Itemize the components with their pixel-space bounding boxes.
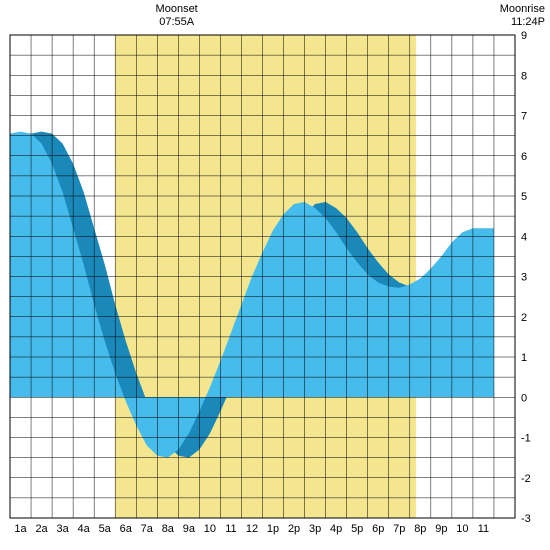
x-tick-label: 11 — [225, 523, 236, 535]
x-tick-label: 4p — [330, 523, 342, 535]
x-tick-label: 1p — [267, 523, 279, 535]
x-tick-label: 11 — [478, 523, 489, 535]
moonrise-time: 11:24P — [511, 16, 545, 28]
y-tick-label: -2 — [521, 473, 531, 485]
y-tick-label: 8 — [521, 70, 527, 82]
y-tick-label: 2 — [521, 312, 527, 324]
x-tick-label: 1a — [14, 523, 27, 535]
y-tick-label: 7 — [521, 111, 527, 123]
tide-chart: -3-2-101234567891a2a3a4a5a6a7a8a9a101112… — [0, 0, 550, 550]
y-tick-label: 4 — [521, 231, 527, 243]
x-tick-label: 10 — [204, 523, 216, 535]
x-tick-label: 8a — [162, 523, 175, 535]
x-tick-label: 9p — [435, 523, 447, 535]
y-tick-label: -3 — [521, 513, 531, 525]
x-tick-label: 9a — [183, 523, 196, 535]
y-tick-label: 0 — [521, 392, 527, 404]
moonrise-title: Moonrise — [500, 3, 545, 15]
x-tick-label: 7p — [393, 523, 405, 535]
y-tick-label: 6 — [521, 151, 527, 163]
y-tick-label: 3 — [521, 272, 527, 284]
chart-svg: -3-2-101234567891a2a3a4a5a6a7a8a9a101112… — [0, 0, 550, 550]
x-tick-label: 10 — [456, 523, 468, 535]
x-tick-label: 2p — [288, 523, 300, 535]
x-tick-label: 12 — [246, 523, 258, 535]
x-tick-label: 3p — [309, 523, 321, 535]
y-tick-label: 1 — [521, 352, 527, 364]
y-tick-label: 9 — [521, 30, 527, 42]
x-tick-label: 7a — [141, 523, 154, 535]
y-tick-label: 5 — [521, 191, 527, 203]
x-tick-label: 5a — [99, 523, 112, 535]
x-tick-label: 2a — [35, 523, 48, 535]
moonset-time: 07:55A — [159, 16, 195, 28]
x-tick-label: 3a — [56, 523, 69, 535]
y-tick-label: -1 — [521, 433, 531, 445]
moonset-title: Moonset — [156, 3, 198, 15]
x-tick-label: 6a — [120, 523, 133, 535]
x-tick-label: 6p — [372, 523, 384, 535]
x-tick-label: 8p — [414, 523, 426, 535]
x-tick-label: 4a — [78, 523, 91, 535]
x-tick-label: 5p — [351, 523, 363, 535]
